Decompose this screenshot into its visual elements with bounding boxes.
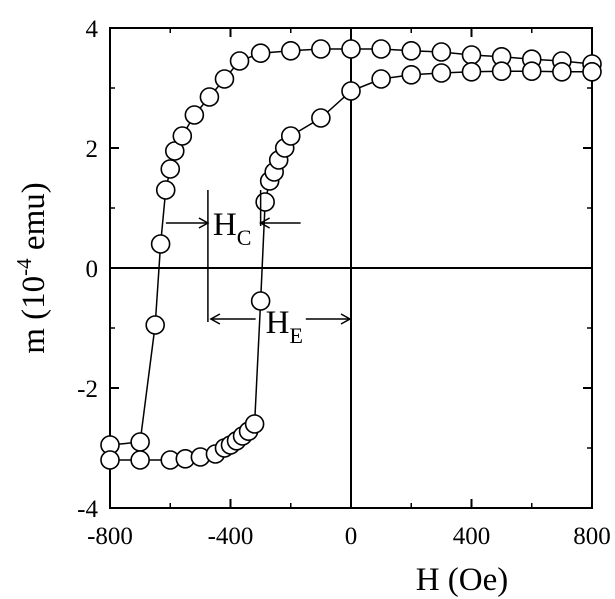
he-label: HE	[266, 305, 303, 348]
data-point-series-1	[431, 42, 452, 62]
y-tick-label: -4	[77, 496, 98, 523]
data-point-series-2	[401, 65, 422, 85]
data-point-series-1	[150, 234, 171, 254]
he-label-main: H	[266, 305, 290, 341]
data-point-series-2	[311, 108, 331, 128]
data-markers	[100, 39, 602, 470]
he-label-sub: E	[289, 323, 302, 348]
hc-label-sub: C	[237, 225, 252, 250]
data-point-series-2	[371, 69, 391, 89]
hc-arrow-left-head	[198, 217, 210, 229]
y-tick-label: 4	[86, 16, 99, 43]
data-point-series-2	[244, 414, 265, 434]
data-point-series-2	[431, 63, 452, 83]
x-tick-label: 800	[573, 523, 611, 550]
data-point-series-1	[401, 40, 422, 61]
data-point-series-2	[552, 62, 572, 82]
data-point-series-1	[160, 159, 181, 179]
data-point-series-1	[155, 180, 176, 200]
data-point-series-2	[255, 192, 275, 212]
y-axis-label: m (10-4 emu)	[12, 182, 52, 353]
y-axis-label-main: m (10	[16, 276, 52, 354]
data-point-series-1	[461, 45, 482, 65]
data-point-series-2	[100, 450, 120, 470]
data-point-series-1	[311, 39, 331, 59]
data-point-series-1	[184, 105, 205, 125]
data-point-series-1	[172, 126, 193, 146]
he-arrow-left-head	[209, 313, 221, 325]
data-point-series-2	[341, 81, 361, 101]
data-point-series-1	[341, 39, 361, 59]
data-point-series-2	[491, 61, 512, 81]
x-tick-label: -400	[208, 523, 254, 550]
y-tick-label: 0	[86, 256, 99, 283]
data-point-series-1	[371, 39, 391, 59]
data-point-series-1	[280, 40, 301, 61]
data-point-series-2	[130, 450, 150, 470]
data-point-series-1	[145, 315, 165, 335]
hc-label-main: H	[213, 207, 237, 243]
hc-label: HC	[213, 207, 252, 250]
data-point-series-1	[199, 87, 220, 107]
data-point-series-1	[214, 69, 235, 89]
y-tick-label: 2	[86, 136, 99, 163]
x-tick-label: -800	[87, 523, 133, 550]
x-tick-label: 0	[345, 523, 358, 550]
data-point-series-1	[130, 432, 150, 452]
data-point-series-2	[280, 126, 301, 146]
axis-ticks: -800 -400 0 400 800 -4 -2 0 2 4	[77, 16, 611, 550]
data-point-series-2	[521, 61, 542, 81]
data-point-series-1	[250, 43, 271, 64]
x-axis-label: H (Oe)	[416, 562, 509, 598]
x-tick-label: 400	[453, 523, 491, 550]
y-axis-label-exponent: -4	[12, 258, 36, 276]
data-point-series-1	[229, 51, 250, 71]
hc-arrow-right-head	[259, 217, 270, 229]
data-point-series-2	[250, 291, 271, 311]
data-point-series-2	[461, 62, 482, 82]
y-tick-label: -2	[77, 376, 98, 403]
y-axis-label-unit: emu)	[16, 182, 52, 258]
he-arrow-right-head	[340, 313, 352, 325]
data-point-series-2	[582, 62, 602, 82]
